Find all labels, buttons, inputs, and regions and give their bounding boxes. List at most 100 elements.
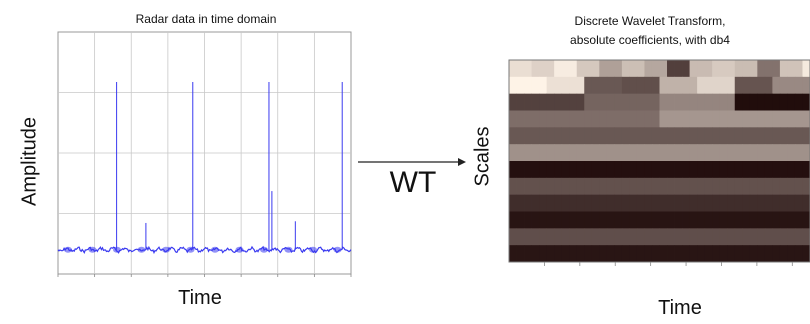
heatmap-cell xyxy=(772,93,781,111)
heatmap-cell xyxy=(569,245,578,263)
heatmap-cell xyxy=(727,228,736,246)
heatmap-cell xyxy=(734,194,743,212)
heatmap-cell xyxy=(554,127,563,145)
heatmap-cell xyxy=(742,245,751,263)
heatmap-cell xyxy=(779,144,788,162)
heatmap-cell xyxy=(667,211,675,229)
heatmap-cell xyxy=(531,194,540,212)
heatmap-cell xyxy=(749,60,758,78)
signal-bump xyxy=(64,246,72,253)
heatmap-cell xyxy=(787,144,796,162)
heatmap-cell xyxy=(727,127,736,145)
heatmap-cell xyxy=(531,110,540,128)
heatmap-cell xyxy=(742,177,751,196)
heatmap-cell xyxy=(539,144,548,162)
heatmap-cell xyxy=(682,228,691,246)
heatmap-cell xyxy=(636,144,645,162)
heatmap-cell xyxy=(599,245,608,263)
heatmap-cell xyxy=(757,177,766,196)
heatmap-cell xyxy=(561,76,570,95)
heatmap-cell xyxy=(719,177,728,196)
heatmap-cell xyxy=(794,177,803,196)
heatmap-cell xyxy=(576,60,585,78)
signal-bump xyxy=(235,246,244,253)
heatmap-cell xyxy=(561,110,570,128)
heatmap-cell xyxy=(704,211,713,229)
heatmap-cell xyxy=(576,110,585,128)
heatmap-cell xyxy=(539,177,548,196)
heatmap-cell xyxy=(712,144,721,162)
heatmap-cell xyxy=(757,110,766,128)
heatmap-cell xyxy=(569,144,578,162)
heatmap-cell xyxy=(764,144,773,162)
heatmap-cell xyxy=(539,76,548,95)
heatmap-cell xyxy=(524,228,532,246)
heatmap-cell xyxy=(667,245,675,263)
heatmap-cell xyxy=(576,144,585,162)
heatmap-cell xyxy=(712,76,721,95)
heatmap-cell xyxy=(561,211,570,229)
heatmap-cell xyxy=(584,60,593,78)
heatmap-cell xyxy=(794,60,803,78)
heatmap-cell xyxy=(509,110,517,128)
heatmap-cell xyxy=(614,228,623,246)
heatmap-cell xyxy=(599,127,608,145)
heatmap-cell xyxy=(576,228,585,246)
heatmap-cell xyxy=(516,245,525,263)
heatmap-cell xyxy=(734,245,743,263)
heatmap-cell xyxy=(697,93,706,111)
heatmap-cell xyxy=(509,76,517,95)
heatmap-cell xyxy=(539,110,548,128)
heatmap-cell xyxy=(606,228,615,246)
right-x-ticks xyxy=(544,262,793,266)
heatmap-cell xyxy=(749,194,758,212)
heatmap-cell xyxy=(704,245,713,263)
right-plot-area xyxy=(508,59,810,266)
heatmap-cell xyxy=(749,76,758,95)
heatmap-cell xyxy=(516,76,525,95)
heatmap-cell xyxy=(531,144,540,162)
heatmap-cell xyxy=(651,194,660,212)
heatmap-cell xyxy=(569,110,578,128)
heatmap-cell xyxy=(524,177,532,196)
heatmap-cell xyxy=(591,228,600,246)
heatmap-cell xyxy=(546,60,555,78)
heatmap-cell xyxy=(704,76,713,95)
heatmap-cell xyxy=(757,211,766,229)
heatmap-cell xyxy=(734,93,743,111)
heatmap-cell xyxy=(659,228,668,246)
heatmap-cell xyxy=(651,161,660,179)
heatmap-cell xyxy=(651,245,660,263)
heatmap-cell xyxy=(712,127,721,145)
heatmap-cell xyxy=(787,76,796,95)
heatmap-cell xyxy=(591,211,600,229)
arrow-head-icon xyxy=(458,158,466,166)
heatmap-cell xyxy=(779,93,788,111)
signal-spikes xyxy=(64,82,343,253)
heatmap-cell xyxy=(734,211,743,229)
heatmap-cell xyxy=(772,194,781,212)
heatmap-cell xyxy=(554,194,563,212)
heatmap-cell xyxy=(794,76,803,95)
heatmap-cell xyxy=(576,93,585,111)
heatmap-cell xyxy=(636,76,645,95)
heatmap-cell xyxy=(697,161,706,179)
heatmap-cell xyxy=(599,194,608,212)
heatmap-cell xyxy=(621,60,630,78)
heatmap-cell xyxy=(757,60,766,78)
heatmap-cell xyxy=(606,110,615,128)
heatmap-cell xyxy=(539,194,548,212)
heatmap-cell xyxy=(667,60,675,78)
heatmap-cell xyxy=(524,127,532,145)
heatmap-cell xyxy=(787,60,796,78)
heatmap-cell xyxy=(546,93,555,111)
heatmap-cell xyxy=(712,211,721,229)
heatmap-cell xyxy=(591,93,600,111)
heatmap-cell xyxy=(569,76,578,95)
right-chart-xlabel: Time xyxy=(658,297,702,319)
heatmap-cell xyxy=(614,177,623,196)
heatmap-cell xyxy=(742,60,751,78)
heatmap-cell xyxy=(727,211,736,229)
heatmap-cell xyxy=(636,245,645,263)
